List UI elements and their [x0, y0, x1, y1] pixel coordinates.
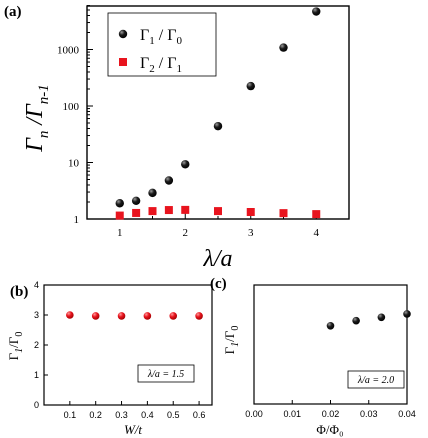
panel-a-point-series1 [148, 188, 157, 198]
panel-a-point-series2 [246, 208, 255, 217]
panel-b-point [91, 312, 100, 320]
panel-c-x-tick-label: 0.00 [245, 409, 263, 419]
panel-c-point [352, 316, 360, 325]
panel-a-y-tick-label: 1 [74, 214, 80, 226]
panel-a-point-series2 [181, 205, 190, 214]
panel-b-point [117, 312, 126, 320]
panel-b-y-tick-label: 2 [34, 340, 39, 350]
panel-a-y-tick-label: 100 [63, 101, 80, 113]
panel-a-y-axis-label: Γn /Γn-1 [22, 84, 52, 152]
panel-a-point-series1 [181, 160, 190, 169]
panel-c-annotation-box: λ/a = 2.0 [347, 370, 405, 389]
panel-c-point [403, 310, 411, 318]
panel-label-a: (a) [4, 4, 22, 20]
panel-c-chart: 0.00 0.01 0.02 0.03 0.04 Γ1/Γ0 Φ/Φ₀ λ/a = 2.… [222, 284, 416, 437]
panel-a-point-series1 [164, 176, 174, 185]
panel-a-point-series2 [279, 209, 288, 218]
panel-a-point-series1 [246, 81, 255, 91]
panel-a-point-series2 [148, 207, 157, 216]
panel-b-point [169, 312, 178, 320]
panel-b-y-tick-label: 3 [34, 310, 39, 320]
panel-b-y-tick-label: 4 [34, 280, 39, 290]
panel-b-point [143, 312, 152, 320]
panel-a-point-series1 [312, 7, 321, 16]
panel-a-point-series1 [213, 121, 223, 131]
panel-c-x-axis-label: Φ/Φ₀ [316, 422, 343, 437]
panel-c-x-tick-label: 0.01 [283, 409, 301, 419]
panel-b-annotation: λ/a = 1.5 [147, 369, 184, 380]
legend-label-series1: Γ1 / Γ0 [140, 27, 182, 47]
panel-b-x-tick-label: 0.3 [115, 410, 128, 420]
panel-a-y-tick-label: 10 [68, 158, 80, 170]
panel-a-point-series2 [164, 206, 173, 215]
panel-a-point-series1 [279, 43, 288, 52]
panel-b-x-tick-label: 0.4 [141, 410, 154, 420]
panel-label-b: (b) [10, 284, 28, 300]
panel-a-x-tick-label: 1 [117, 227, 123, 239]
panel-b-y-tick-label: 0 [34, 400, 39, 410]
panel-b-x-axis-label: W/t [124, 422, 142, 437]
panel-a-x-tick-label: 2 [183, 227, 189, 239]
panel-a-x-axis-label: λ/a [202, 246, 232, 272]
panel-a-chart: 1 2 3 4 1 10 100 1000 Γn /Γn-1 λ/a Γ1 / Γ0 Γ2 / … [22, 5, 350, 272]
panel-b-y-axis-label: Γ1/Γ0 [6, 332, 25, 361]
panel-c-y-axis-label: Γ1/Γ0 [222, 326, 241, 355]
panel-a-y-tick-label: 1000 [57, 45, 80, 57]
panel-a-point-series2 [214, 207, 222, 216]
panel-c-x-tick-label: 0.03 [360, 409, 378, 419]
panel-a-point-series2 [132, 208, 141, 217]
panel-a-point-series2 [312, 210, 321, 219]
panel-b-point [195, 312, 203, 320]
panel-a-x-tick-label: 3 [248, 227, 254, 239]
panel-b-x-tick-label: 0.2 [89, 410, 102, 420]
panel-a-point-series2 [115, 211, 124, 220]
legend-label-series2: Γ2 / Γ1 [140, 55, 182, 75]
panel-b-x-tick-label: 0.1 [64, 410, 77, 420]
panel-c-x-tick-label: 0.04 [398, 409, 416, 419]
panel-b-y-tick-label: 1 [34, 370, 39, 380]
panel-a-point-series1 [131, 196, 141, 205]
legend-marker-series1 [118, 29, 128, 39]
panel-b-chart: 0.1 0.2 0.3 0.4 0.5 0.6 0 1 2 3 4 Γ1/Γ0 W/t λ/a = … [6, 280, 213, 437]
panel-c-point [377, 313, 386, 322]
panel-c-annotation: λ/a = 2.0 [357, 375, 394, 386]
panel-b-annotation-box: λ/a = 1.5 [137, 364, 195, 383]
panel-a-x-tick-label: 4 [314, 227, 320, 239]
panel-a-point-series1 [115, 199, 124, 208]
panel-b-point [66, 311, 74, 319]
panel-b-x-tick-label: 0.5 [167, 410, 180, 420]
panel-c-x-tick-label: 0.02 [322, 409, 340, 419]
panel-label-c: (c) [210, 276, 227, 292]
panel-b-plot-area [43, 284, 213, 406]
legend-marker-series2 [119, 58, 127, 66]
panel-b-x-tick-label: 0.6 [193, 410, 206, 420]
panel-c-point [326, 322, 335, 330]
